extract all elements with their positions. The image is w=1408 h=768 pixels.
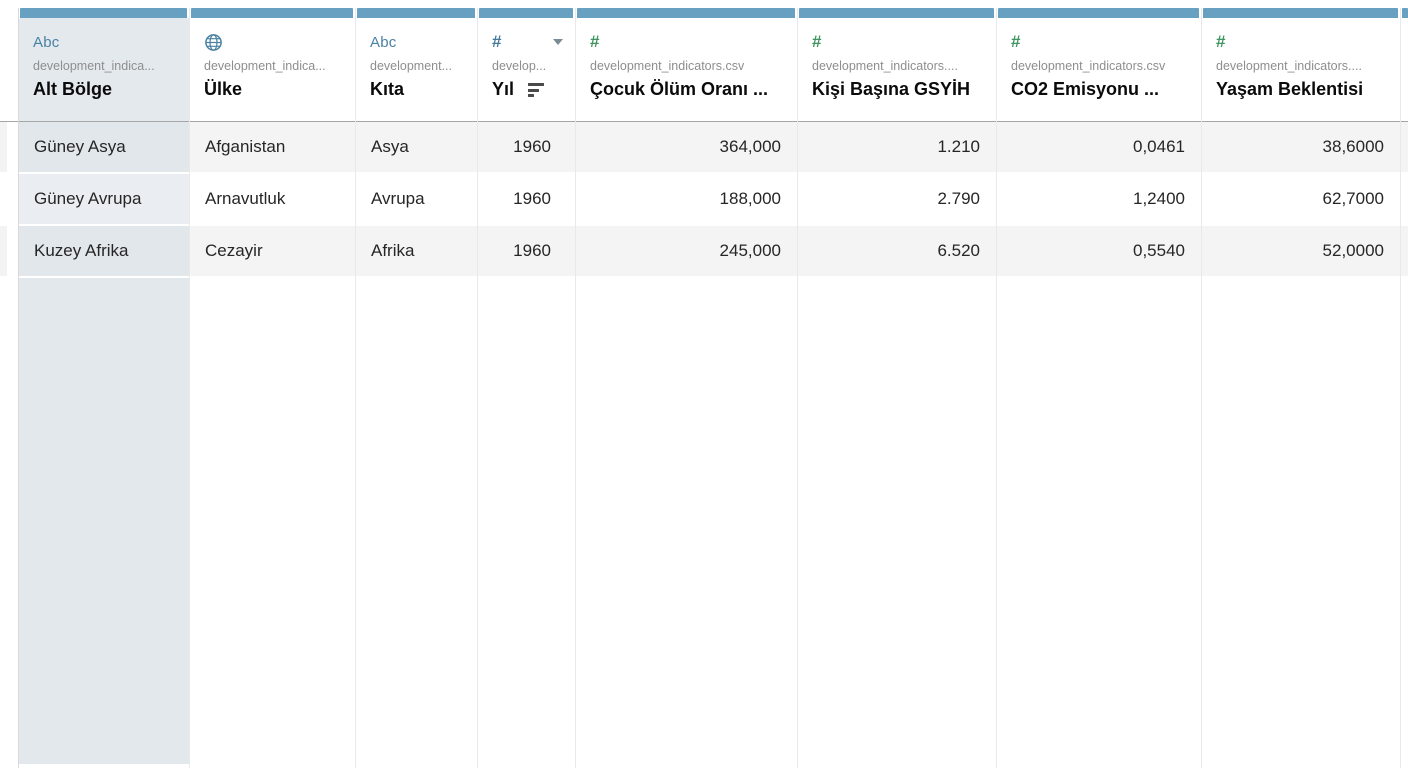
cell-yil-row2[interactable]: 1960	[478, 174, 575, 226]
column-header-ulke[interactable]: development_indica... Ülke	[190, 18, 355, 122]
column-co2-emisyonu: # development_indicators.csv CO2 Emisyon…	[997, 8, 1202, 768]
column-header-yasam-beklentisi[interactable]: # development_indicators.... Yaşam Bekle…	[1202, 18, 1400, 122]
cell-kita-row3[interactable]: Afrika	[356, 226, 477, 278]
column-source-label: development_indicators.csv	[1011, 59, 1166, 73]
cell-gsyih-row3[interactable]: 6.520	[798, 226, 996, 278]
cell-kita-row1[interactable]: Asya	[356, 122, 477, 174]
gutter-spacer	[0, 8, 18, 18]
gutter-row	[0, 226, 18, 278]
cell-partial-row1	[1401, 122, 1408, 174]
column-header-yil[interactable]: # develop... Yıl	[478, 18, 575, 122]
column-yasam-beklentisi: # development_indicators.... Yaşam Bekle…	[1202, 8, 1401, 768]
column-header-cocuk-olum-orani[interactable]: # development_indicators.csv Çocuk Ölüm …	[576, 18, 797, 122]
number-type-icon[interactable]: #	[1216, 32, 1226, 51]
number-type-icon[interactable]: #	[492, 32, 502, 51]
number-type-icon[interactable]: #	[590, 32, 600, 51]
gutter-row	[0, 174, 18, 226]
column-ulke: development_indica... Ülke Afganistan Ar…	[190, 8, 356, 768]
cell-yasam-row2[interactable]: 62,7000	[1202, 174, 1400, 226]
column-name-label: Çocuk Ölüm Oranı ...	[590, 79, 769, 99]
cell-cocuk-olum-row3[interactable]: 245,000	[576, 226, 797, 278]
column-empty-area	[576, 278, 797, 768]
column-name-label: Yıl	[492, 79, 515, 99]
column-source-label: development_indicators....	[812, 59, 958, 73]
column-name-label: Kıta	[370, 79, 405, 99]
globe-geographic-icon[interactable]	[204, 33, 223, 52]
column-accent-bar	[20, 8, 187, 18]
column-empty-area	[190, 278, 355, 768]
column-name-label: Yaşam Beklentisi	[1216, 79, 1364, 99]
cell-ulke-row3[interactable]: Cezayir	[190, 226, 355, 278]
gutter-row	[0, 122, 18, 174]
column-empty-area	[1202, 278, 1400, 768]
column-alt-bolge: Abc development_indica... Alt Bölge Güne…	[19, 8, 190, 768]
column-accent-bar	[1402, 8, 1408, 18]
number-type-icon[interactable]: #	[812, 32, 822, 51]
gutter-empty-area	[0, 278, 18, 768]
cell-yil-row1[interactable]: 1960	[478, 122, 575, 174]
cell-alt-bolge-row1[interactable]: Güney Asya	[19, 122, 189, 174]
column-source-label: develop...	[492, 59, 547, 73]
column-header-partial	[1401, 18, 1408, 122]
cell-partial-row2	[1401, 174, 1408, 226]
column-header-kita[interactable]: Abc development... Kıta	[356, 18, 477, 122]
column-header-alt-bolge[interactable]: Abc development_indica... Alt Bölge	[19, 18, 189, 122]
column-source-label: development_indica...	[204, 59, 326, 73]
column-accent-bar	[577, 8, 795, 18]
column-empty-area	[798, 278, 996, 768]
column-header-kisi-basina-gsyih[interactable]: # development_indicators.... Kişi Başına…	[798, 18, 996, 122]
cell-yasam-row1[interactable]: 38,6000	[1202, 122, 1400, 174]
column-kisi-basina-gsyih: # development_indicators.... Kişi Başına…	[798, 8, 997, 768]
column-name-label: CO2 Emisyonu ...	[1011, 79, 1160, 99]
string-type-icon[interactable]: Abc	[370, 33, 397, 51]
cell-yasam-row3[interactable]: 52,0000	[1202, 226, 1400, 278]
column-accent-bar	[1203, 8, 1398, 18]
column-kita: Abc development... Kıta Asya Avrupa Afri…	[356, 8, 478, 768]
column-accent-bar	[479, 8, 573, 18]
column-accent-bar	[998, 8, 1199, 18]
cell-ulke-row2[interactable]: Arnavutluk	[190, 174, 355, 226]
column-name-label: Alt Bölge	[33, 79, 112, 99]
column-name-label: Ülke	[204, 79, 243, 99]
cell-cocuk-olum-row2[interactable]: 188,000	[576, 174, 797, 226]
column-source-label: development_indicators....	[1216, 59, 1362, 73]
cell-co2-row2[interactable]: 1,2400	[997, 174, 1201, 226]
column-empty-area	[1401, 278, 1408, 768]
column-empty-area	[19, 278, 189, 768]
sort-descending-icon[interactable]	[528, 81, 545, 97]
column-empty-area	[478, 278, 575, 768]
cell-alt-bolge-row2[interactable]: Güney Avrupa	[19, 174, 189, 226]
column-empty-area	[356, 278, 477, 768]
cell-co2-row3[interactable]: 0,5540	[997, 226, 1201, 278]
cell-kita-row2[interactable]: Avrupa	[356, 174, 477, 226]
gutter-header	[0, 18, 18, 122]
cell-gsyih-row2[interactable]: 2.790	[798, 174, 996, 226]
number-type-icon[interactable]: #	[1011, 32, 1021, 51]
cell-partial-row3	[1401, 226, 1408, 278]
column-empty-area	[997, 278, 1201, 768]
column-yil: # develop... Yıl 1960 1960 1960	[478, 8, 576, 768]
cell-co2-row1[interactable]: 0,0461	[997, 122, 1201, 174]
column-source-label: development_indica...	[33, 59, 155, 73]
column-cocuk-olum-orani: # development_indicators.csv Çocuk Ölüm …	[576, 8, 798, 768]
cell-alt-bolge-row3[interactable]: Kuzey Afrika	[19, 226, 189, 278]
chevron-down-icon[interactable]	[553, 39, 563, 45]
cell-yil-row3[interactable]: 1960	[478, 226, 575, 278]
column-source-label: development...	[370, 59, 452, 73]
column-name-label: Kişi Başına GSYİH	[812, 79, 971, 99]
cell-cocuk-olum-row1[interactable]: 364,000	[576, 122, 797, 174]
column-accent-bar	[799, 8, 994, 18]
column-accent-bar	[357, 8, 475, 18]
column-header-co2-emisyonu[interactable]: # development_indicators.csv CO2 Emisyon…	[997, 18, 1201, 122]
string-type-icon[interactable]: Abc	[33, 33, 60, 51]
column-source-label: development_indicators.csv	[590, 59, 745, 73]
column-accent-bar	[191, 8, 353, 18]
left-gutter	[0, 8, 19, 768]
cell-gsyih-row1[interactable]: 1.210	[798, 122, 996, 174]
cell-ulke-row1[interactable]: Afganistan	[190, 122, 355, 174]
column-partial-right	[1401, 8, 1408, 768]
